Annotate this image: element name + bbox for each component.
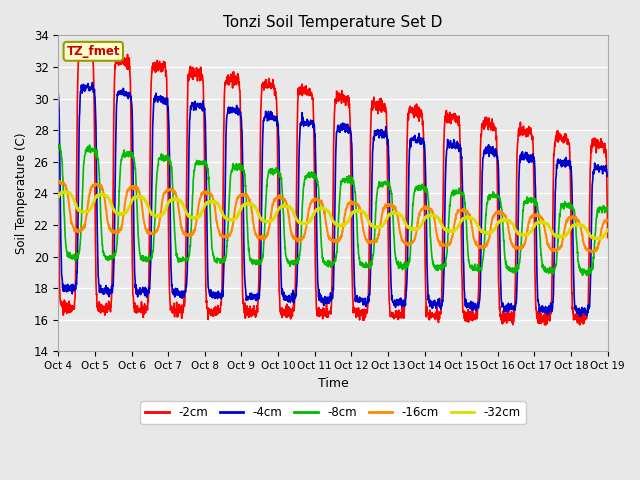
Text: TZ_fmet: TZ_fmet — [67, 45, 120, 58]
Legend: -2cm, -4cm, -8cm, -16cm, -32cm: -2cm, -4cm, -8cm, -16cm, -32cm — [140, 401, 525, 424]
Title: Tonzi Soil Temperature Set D: Tonzi Soil Temperature Set D — [223, 15, 443, 30]
Y-axis label: Soil Temperature (C): Soil Temperature (C) — [15, 132, 28, 254]
X-axis label: Time: Time — [317, 377, 348, 390]
